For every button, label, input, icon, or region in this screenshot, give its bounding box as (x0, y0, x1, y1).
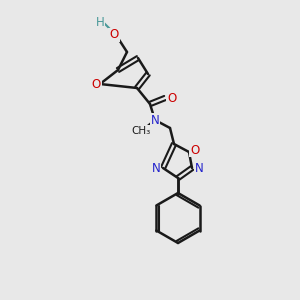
Text: O: O (110, 28, 118, 41)
Text: O: O (190, 143, 200, 157)
Text: N: N (195, 161, 203, 175)
Text: O: O (167, 92, 177, 104)
Text: O: O (92, 77, 100, 91)
Text: CH₃: CH₃ (131, 126, 151, 136)
Text: N: N (151, 113, 159, 127)
Text: N: N (152, 161, 160, 175)
Text: H: H (96, 16, 104, 28)
